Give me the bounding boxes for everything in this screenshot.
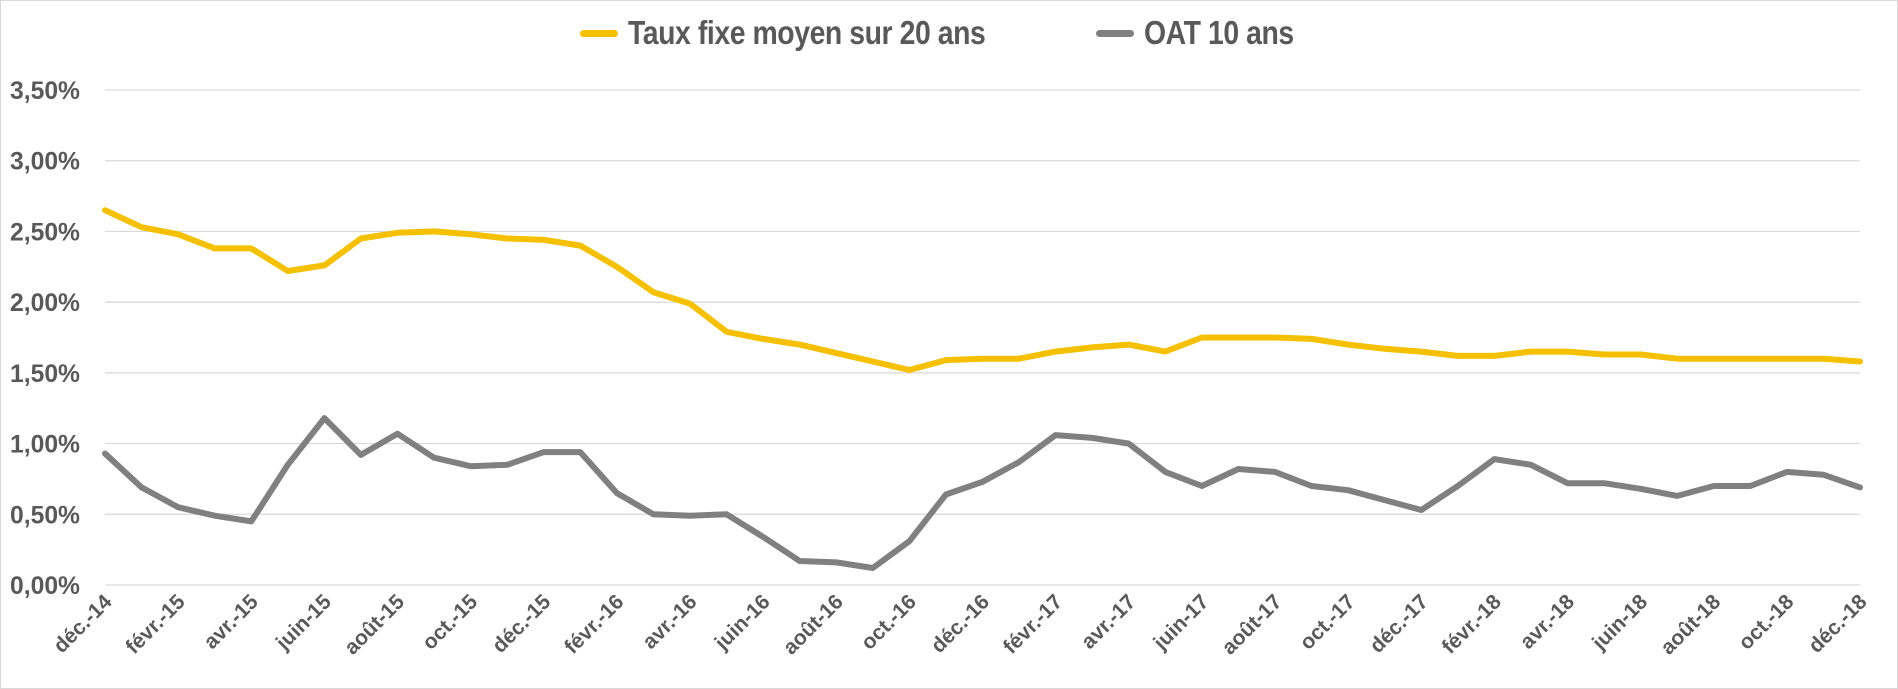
y-tick-label: 2,50% xyxy=(10,218,80,246)
y-tick-label: 3,50% xyxy=(10,77,80,105)
plot-series xyxy=(102,207,1863,571)
legend-item-taux-fixe: Taux fixe moyen sur 20 ans xyxy=(580,14,1044,52)
x-tick-label: avr.-15 xyxy=(199,590,263,654)
x-tick-label: juin-18 xyxy=(1587,590,1652,655)
y-tick-label: 3,00% xyxy=(10,148,80,176)
x-tick-label: août-16 xyxy=(779,590,848,659)
series-line-taux-fixe xyxy=(102,207,1863,373)
x-tick-label: févr.-18 xyxy=(1438,590,1506,658)
y-axis: 0,00% 0,50% 1,00% 1,50% 2,00% 2,50% 3,00% 3,50% xyxy=(10,77,80,600)
x-tick-label: oct.-15 xyxy=(418,590,482,654)
x-tick-label: févr.-17 xyxy=(999,590,1067,658)
x-tick-label: oct.-17 xyxy=(1296,590,1360,654)
x-tick-label: déc.-15 xyxy=(488,590,556,658)
y-tick-label: 2,00% xyxy=(10,289,80,317)
x-tick-label: avr.-18 xyxy=(1516,590,1580,654)
x-tick-label: févr.-16 xyxy=(560,590,628,658)
gridlines xyxy=(105,89,1860,586)
series-line-oat xyxy=(102,415,1863,571)
legend-item-oat: OAT 10 ans xyxy=(1095,14,1318,52)
legend-label: Taux fixe moyen sur 20 ans xyxy=(628,14,986,51)
x-tick-label: avr.-17 xyxy=(1077,590,1140,653)
x-tick-label: déc.-18 xyxy=(1804,590,1872,658)
x-tick-label: août-17 xyxy=(1217,590,1286,659)
x-tick-label: août-15 xyxy=(340,590,409,659)
y-tick-label: 1,00% xyxy=(10,431,80,459)
x-axis: déc.-14 févr.-15 avr.-15 juin-15 août-15 oct.… xyxy=(49,590,1872,659)
x-tick-label: févr.-15 xyxy=(121,590,189,658)
legend-swatch-grey-icon xyxy=(1095,29,1134,37)
x-tick-label: juin-15 xyxy=(271,590,336,655)
x-tick-label: oct.-18 xyxy=(1734,590,1798,654)
x-tick-label: juin-16 xyxy=(710,590,775,655)
y-tick-label: 1,50% xyxy=(10,360,80,388)
x-tick-label: juin-17 xyxy=(1149,590,1214,655)
x-tick-label: avr.-16 xyxy=(638,590,701,653)
legend-label: OAT 10 ans xyxy=(1143,14,1294,51)
x-tick-label: août-18 xyxy=(1656,590,1725,659)
y-tick-label: 0,00% xyxy=(10,572,80,600)
legend-swatch-yellow-icon xyxy=(580,29,619,37)
x-tick-label: oct.-16 xyxy=(857,590,921,654)
x-tick-label: déc.-16 xyxy=(927,590,994,657)
y-tick-label: 0,50% xyxy=(10,501,80,529)
x-tick-label: déc.-17 xyxy=(1365,590,1432,657)
x-tick-label: déc.-14 xyxy=(49,590,117,658)
chart-legend: Taux fixe moyen sur 20 ans OAT 10 ans xyxy=(0,14,1898,52)
